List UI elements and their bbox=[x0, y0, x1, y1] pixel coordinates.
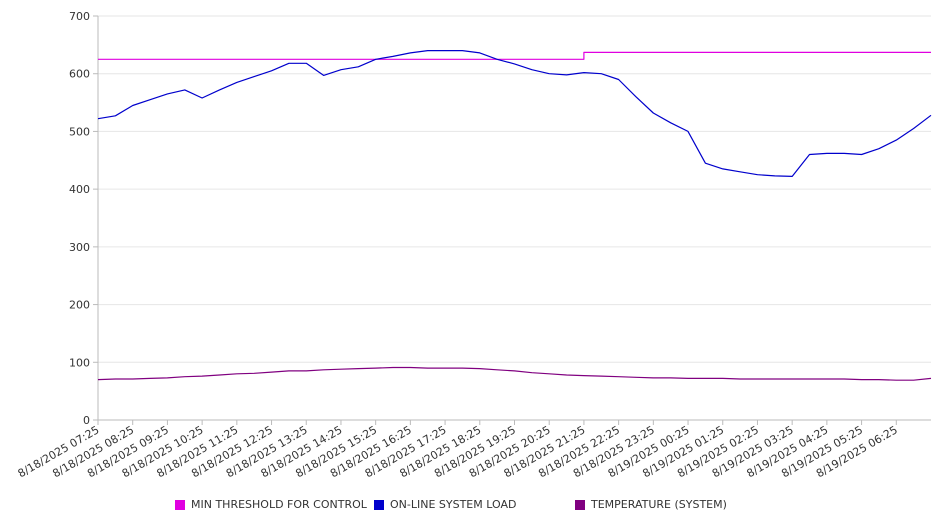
y-tick-label-700: 700 bbox=[69, 10, 90, 23]
y-tick-label-600: 600 bbox=[69, 68, 90, 81]
legend-swatch-temperature bbox=[575, 499, 585, 510]
legend-label-min-threshold: MIN THRESHOLD FOR CONTROL bbox=[191, 498, 367, 511]
y-tick-label-0: 0 bbox=[83, 414, 90, 427]
x-axis-tick-labels: 8/18/2025 07:258/18/2025 08:258/18/2025 … bbox=[16, 423, 900, 480]
axes bbox=[93, 15, 931, 425]
gridlines bbox=[98, 15, 931, 363]
series-lines bbox=[97, 50, 932, 381]
legend-item-system-load[interactable]: ON-LINE SYSTEM LOAD bbox=[374, 498, 516, 511]
y-tick-label-100: 100 bbox=[69, 356, 90, 369]
y-axis-tick-labels: 0 100 200 300 400 500 600 700 bbox=[69, 10, 90, 427]
series-line-on-line-system-load bbox=[97, 50, 932, 177]
series-line-temperature-system bbox=[97, 366, 932, 381]
legend-swatch-min-threshold bbox=[175, 499, 185, 510]
legend-item-temperature[interactable]: TEMPERATURE (SYSTEM) bbox=[575, 498, 727, 511]
series-line-min-threshold-for-control bbox=[98, 51, 931, 60]
y-tick-label-500: 500 bbox=[69, 125, 90, 138]
legend-swatch-system-load bbox=[374, 499, 384, 510]
y-tick-label-300: 300 bbox=[69, 241, 90, 254]
legend-item-min-threshold[interactable]: MIN THRESHOLD FOR CONTROL bbox=[175, 498, 367, 511]
y-tick-label-400: 400 bbox=[69, 183, 90, 196]
y-tick-label-200: 200 bbox=[69, 299, 90, 312]
legend-label-system-load: ON-LINE SYSTEM LOAD bbox=[390, 498, 517, 511]
legend-label-temperature: TEMPERATURE (SYSTEM) bbox=[591, 498, 727, 511]
